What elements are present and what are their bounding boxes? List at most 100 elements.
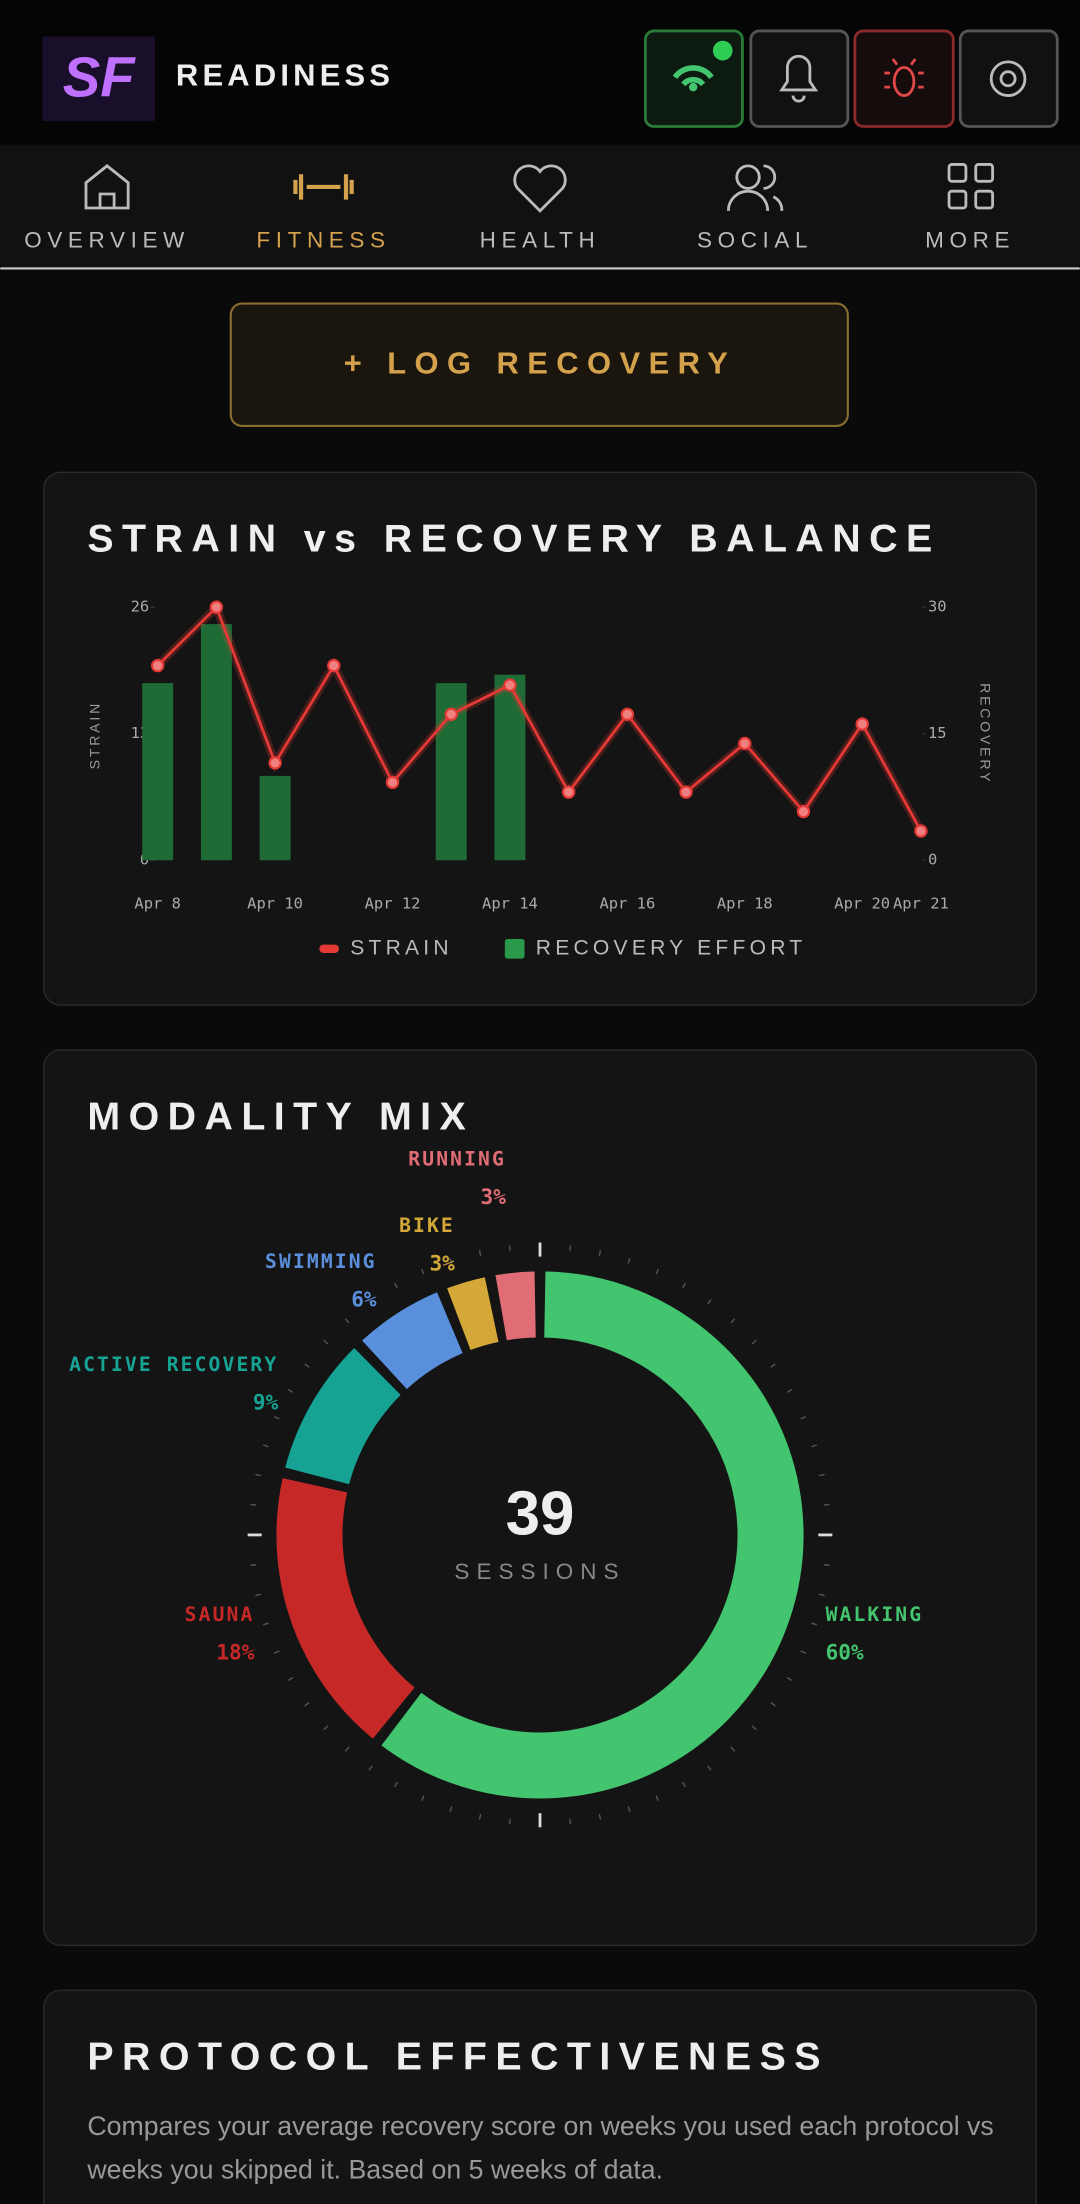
- bell-button[interactable]: [749, 29, 850, 128]
- dial-tick: [421, 1795, 425, 1802]
- dial-tick: [786, 1676, 793, 1682]
- dial-tick: [818, 1473, 825, 1477]
- point: [561, 785, 576, 799]
- dial-tick: [811, 1622, 817, 1626]
- dial-tick: [250, 1503, 257, 1506]
- logo-text: SF: [63, 45, 136, 108]
- overview-icon: [84, 164, 130, 210]
- chart-title: STRAIN vs RECOVERY BALANCE: [87, 517, 940, 561]
- slice-value: 6%: [351, 1286, 377, 1311]
- point: [914, 824, 928, 838]
- dial-tick: [655, 1795, 659, 1802]
- dial-tick: [800, 1650, 807, 1654]
- nav-label[interactable]: SOCIAL: [697, 228, 813, 253]
- y2-tick-label: 0: [928, 851, 937, 869]
- legend-swatch: [319, 944, 339, 954]
- bug-button[interactable]: [853, 29, 955, 128]
- donut-segment: [379, 1269, 805, 1800]
- legend-label: RECOVERY EFFORT: [536, 936, 807, 959]
- slice-value: 3%: [429, 1251, 455, 1276]
- dial-tick: [273, 1650, 280, 1654]
- dial-tick: [478, 1250, 482, 1256]
- dial-tick: [730, 1318, 736, 1324]
- logo: SF: [42, 36, 155, 121]
- nav-label[interactable]: FITNESS: [256, 228, 390, 253]
- dial-tick: [421, 1268, 425, 1275]
- y-tick-label: 26: [131, 598, 150, 616]
- donut-segment: [360, 1290, 465, 1392]
- y-axis-title: STRAIN: [87, 701, 103, 769]
- description: weeks you skipped it. Based on 5 weeks o…: [86, 2155, 663, 2185]
- dial-tick: [273, 1415, 280, 1420]
- dial-tick: [682, 1282, 687, 1289]
- card: [43, 1989, 1037, 2204]
- fitness-icon: [293, 174, 354, 200]
- slice-label: SWIMMING: [265, 1250, 377, 1273]
- nav-label[interactable]: OVERVIEW: [24, 228, 190, 253]
- dial-tick: [823, 1564, 830, 1567]
- x-tick-label: Apr 20: [834, 894, 890, 912]
- description: Compares your average recovery score on …: [87, 2111, 993, 2141]
- point: [209, 600, 224, 614]
- slice-label: WALKING: [826, 1603, 924, 1626]
- x-tick-label: Apr 16: [599, 894, 655, 912]
- dial-tick: [449, 1257, 453, 1264]
- more-icon: [947, 163, 995, 210]
- social-icon: [726, 164, 784, 211]
- x-tick-label: Apr 10: [247, 894, 303, 912]
- donut-segment: [493, 1270, 538, 1342]
- dial-tick: [707, 1765, 712, 1771]
- slice-value: 3%: [481, 1184, 507, 1209]
- y2-tick-label: 30: [928, 598, 947, 616]
- legend-swatch: [504, 938, 525, 959]
- slice-label: SAUNA: [185, 1603, 255, 1626]
- dial-tick: [368, 1299, 373, 1305]
- point: [738, 736, 752, 751]
- dial-tick: [449, 1806, 453, 1812]
- settings-button[interactable]: [958, 29, 1059, 128]
- health-icon: [513, 164, 567, 213]
- dial-tick: [569, 1818, 572, 1825]
- point: [327, 658, 341, 673]
- dial-tick: [368, 1765, 373, 1771]
- dial-tick: [255, 1593, 262, 1597]
- point: [150, 658, 165, 673]
- dial-tick: [393, 1781, 398, 1788]
- log-button-label: + LOG RECOVERY: [344, 346, 737, 381]
- line: [156, 604, 923, 832]
- dial-tick: [751, 1725, 757, 1731]
- dial-tick: [393, 1282, 398, 1289]
- slice-label: RUNNING: [408, 1147, 506, 1170]
- dial-tick: [823, 1503, 830, 1506]
- dial-tick: [751, 1339, 757, 1345]
- point: [503, 678, 517, 692]
- dial-tick: [598, 1250, 602, 1256]
- point: [855, 717, 869, 731]
- nav-label[interactable]: HEALTH: [480, 228, 601, 253]
- dial-tick: [344, 1318, 350, 1324]
- dial-tick: [770, 1702, 776, 1707]
- dial-tick: [304, 1363, 310, 1368]
- dial-tick: [250, 1564, 257, 1567]
- slice-value: 9%: [253, 1390, 279, 1415]
- wifi-button[interactable]: [644, 29, 744, 128]
- y2-tick-label: 15: [928, 724, 947, 742]
- dial-tick: [263, 1444, 269, 1448]
- dial-tick: [770, 1363, 776, 1368]
- dial-tick: [811, 1444, 817, 1448]
- bar: [200, 624, 232, 861]
- x-tick-label: Apr 8: [134, 894, 181, 912]
- point: [268, 756, 282, 770]
- nav-label[interactable]: MORE: [925, 228, 1015, 253]
- app-title: READINESS: [176, 57, 394, 92]
- log-button[interactable]: [229, 302, 849, 427]
- chart-title: MODALITY MIX: [87, 1094, 474, 1138]
- dial-tick: [508, 1818, 511, 1825]
- x-tick-label: Apr 14: [482, 894, 538, 912]
- section-title: PROTOCOL EFFECTIVENESS: [87, 2035, 829, 2079]
- dial-tick: [569, 1245, 572, 1252]
- bar: [142, 683, 174, 861]
- point: [796, 804, 811, 819]
